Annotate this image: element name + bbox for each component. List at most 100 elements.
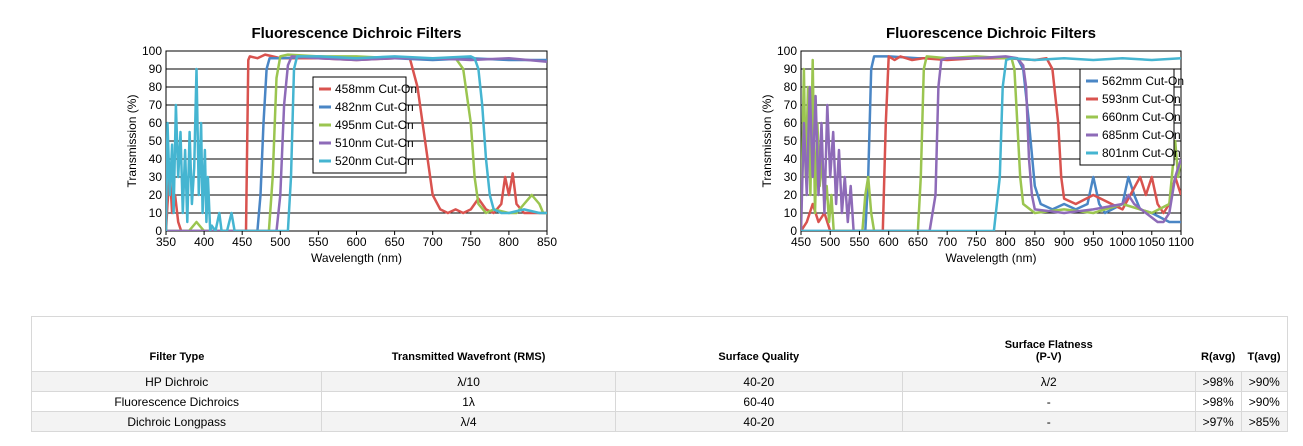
header-transmitted-wavefront: Transmitted Wavefront (RMS) — [391, 351, 546, 363]
header-filter-type: Filter Type — [149, 351, 205, 363]
cell-surface-flatness: - — [901, 391, 1196, 412]
chart-title: Fluorescence Dichroic Filters — [251, 25, 461, 42]
y-tick-label: 80 — [149, 80, 163, 94]
x-tick-label: 1000 — [1109, 235, 1136, 249]
y-tick-label: 10 — [149, 206, 163, 220]
x-tick-label: 850 — [1025, 235, 1045, 249]
series-line-3 — [166, 55, 547, 231]
legend-label: 495nm Cut-On — [335, 118, 414, 132]
table-row: Fluorescence Dichroics 1λ 60-40 - >98% >… — [31, 391, 1288, 412]
x-tick-label: 450 — [791, 235, 811, 249]
x-tick-label: 950 — [1083, 235, 1103, 249]
x-tick-label: 850 — [537, 235, 557, 249]
cell-wavefront: λ/4 — [321, 411, 616, 432]
header-surface-flatness-line1: Surface Flatness — [1004, 339, 1093, 351]
cell-t-avg: >90% — [1240, 391, 1288, 412]
y-tick-label: 30 — [149, 170, 163, 184]
x-tick-label: 350 — [156, 235, 176, 249]
legend-label: 685nm Cut-On — [1102, 128, 1181, 142]
y-tick-label: 20 — [784, 188, 798, 202]
x-tick-label: 400 — [194, 235, 214, 249]
y-tick-label: 40 — [149, 152, 163, 166]
x-tick-label: 600 — [879, 235, 899, 249]
y-tick-label: 0 — [155, 224, 162, 238]
x-tick-label: 1100 — [1168, 235, 1194, 249]
chart-svg-0: Fluorescence Dichroic Filters 0 10 20 30 40 50… — [125, 25, 557, 265]
y-tick-label: 30 — [784, 170, 798, 184]
x-tick-label: 900 — [1054, 235, 1074, 249]
legend-label: 562mm Cut-On — [1102, 74, 1184, 88]
y-tick-label: 50 — [784, 134, 798, 148]
y-tick-label: 20 — [149, 188, 163, 202]
x-tick-label: 700 — [937, 235, 957, 249]
series-line-4 — [801, 56, 1181, 231]
table-header-row: Filter Type Transmitted Wavefront (RMS) … — [32, 317, 1288, 372]
cell-t-avg: >90% — [1240, 371, 1288, 392]
y-tick-label: 100 — [142, 44, 162, 58]
x-axis-label: Wavelength (nm) — [946, 251, 1037, 265]
specs-table: Filter Type Transmitted Wavefront (RMS) … — [31, 316, 1288, 432]
x-tick-label: 500 — [270, 235, 290, 249]
y-tick-label: 0 — [790, 224, 797, 238]
chart-left: Fluorescence Dichroic Filters 0 10 20 30 40 50… — [0, 0, 650, 290]
cell-r-avg: >97% — [1194, 411, 1242, 432]
y-tick-label: 60 — [149, 116, 163, 130]
header-surface-quality: Surface Quality — [718, 351, 800, 363]
x-tick-label: 750 — [461, 235, 481, 249]
header-r-avg: R(avg) — [1201, 351, 1236, 363]
x-tick-label: 650 — [908, 235, 928, 249]
y-axis-label: Transmission (%) — [760, 95, 774, 188]
chart-title: Fluorescence Dichroic Filters — [886, 25, 1096, 42]
cell-t-avg: >85% — [1240, 411, 1288, 432]
y-tick-label: 50 — [149, 134, 163, 148]
y-tick-label: 10 — [784, 206, 798, 220]
y-tick-label: 90 — [784, 62, 798, 76]
x-tick-label: 700 — [423, 235, 443, 249]
legend-label: 458mm Cut-On — [335, 82, 417, 96]
cell-surface-quality: 40-20 — [614, 371, 903, 392]
cell-surface-quality: 60-40 — [614, 391, 903, 412]
y-tick-label: 70 — [784, 98, 798, 112]
cell-r-avg: >98% — [1194, 371, 1242, 392]
x-tick-label: 600 — [346, 235, 366, 249]
cell-surface-quality: 40-20 — [614, 411, 903, 432]
y-tick-label: 70 — [149, 98, 163, 112]
x-tick-label: 800 — [996, 235, 1016, 249]
header-surface-flatness-line2: (P-V) — [1035, 351, 1062, 363]
chart-right: Fluorescence Dichroic Filters 0 10 20 30 40 50… — [650, 0, 1303, 290]
y-tick-label: 80 — [784, 80, 798, 94]
legend-label: 593nm Cut-On — [1102, 92, 1181, 106]
cell-r-avg: >98% — [1194, 391, 1242, 412]
series-line-0 — [801, 55, 1181, 231]
cell-filter-type: Dichroic Longpass — [31, 411, 322, 432]
header-t-avg: T(avg) — [1247, 351, 1281, 363]
chart-svg-1: Fluorescence Dichroic Filters 0 10 20 30 40 50… — [760, 25, 1194, 265]
x-tick-label: 1050 — [1138, 235, 1165, 249]
table-row: Dichroic Longpass λ/4 40-20 - >97% >85% — [31, 411, 1288, 432]
y-tick-label: 40 — [784, 152, 798, 166]
x-tick-label: 550 — [308, 235, 328, 249]
series-line-4 — [166, 55, 547, 231]
series-line-3 — [801, 55, 1181, 231]
y-axis-label: Transmission (%) — [125, 95, 139, 188]
y-tick-label: 100 — [777, 44, 797, 58]
x-tick-label: 800 — [499, 235, 519, 249]
cell-wavefront: λ/10 — [321, 371, 616, 392]
legend-label: 482nm Cut-On — [335, 100, 414, 114]
y-tick-label: 90 — [149, 62, 163, 76]
x-tick-label: 750 — [966, 235, 986, 249]
cell-surface-flatness: λ/2 — [901, 371, 1196, 392]
x-tick-label: 650 — [385, 235, 405, 249]
cell-wavefront: 1λ — [321, 391, 616, 412]
header-surface-flatness: Surface Flatness (P-V) — [902, 317, 1195, 372]
legend-label: 510nm Cut-On — [335, 136, 414, 150]
legend-label: 801nm Cut-On — [1102, 146, 1181, 160]
table-row: HP Dichroic λ/10 40-20 λ/2 >98% >90% — [31, 371, 1288, 392]
y-tick-label: 60 — [784, 116, 798, 130]
x-tick-label: 500 — [820, 235, 840, 249]
legend-label: 660nm Cut-On — [1102, 110, 1181, 124]
legend-label: 520nm Cut-On — [335, 154, 414, 168]
x-axis-label: Wavelength (nm) — [311, 251, 402, 265]
x-tick-label: 450 — [232, 235, 252, 249]
cell-filter-type: Fluorescence Dichroics — [31, 391, 322, 412]
